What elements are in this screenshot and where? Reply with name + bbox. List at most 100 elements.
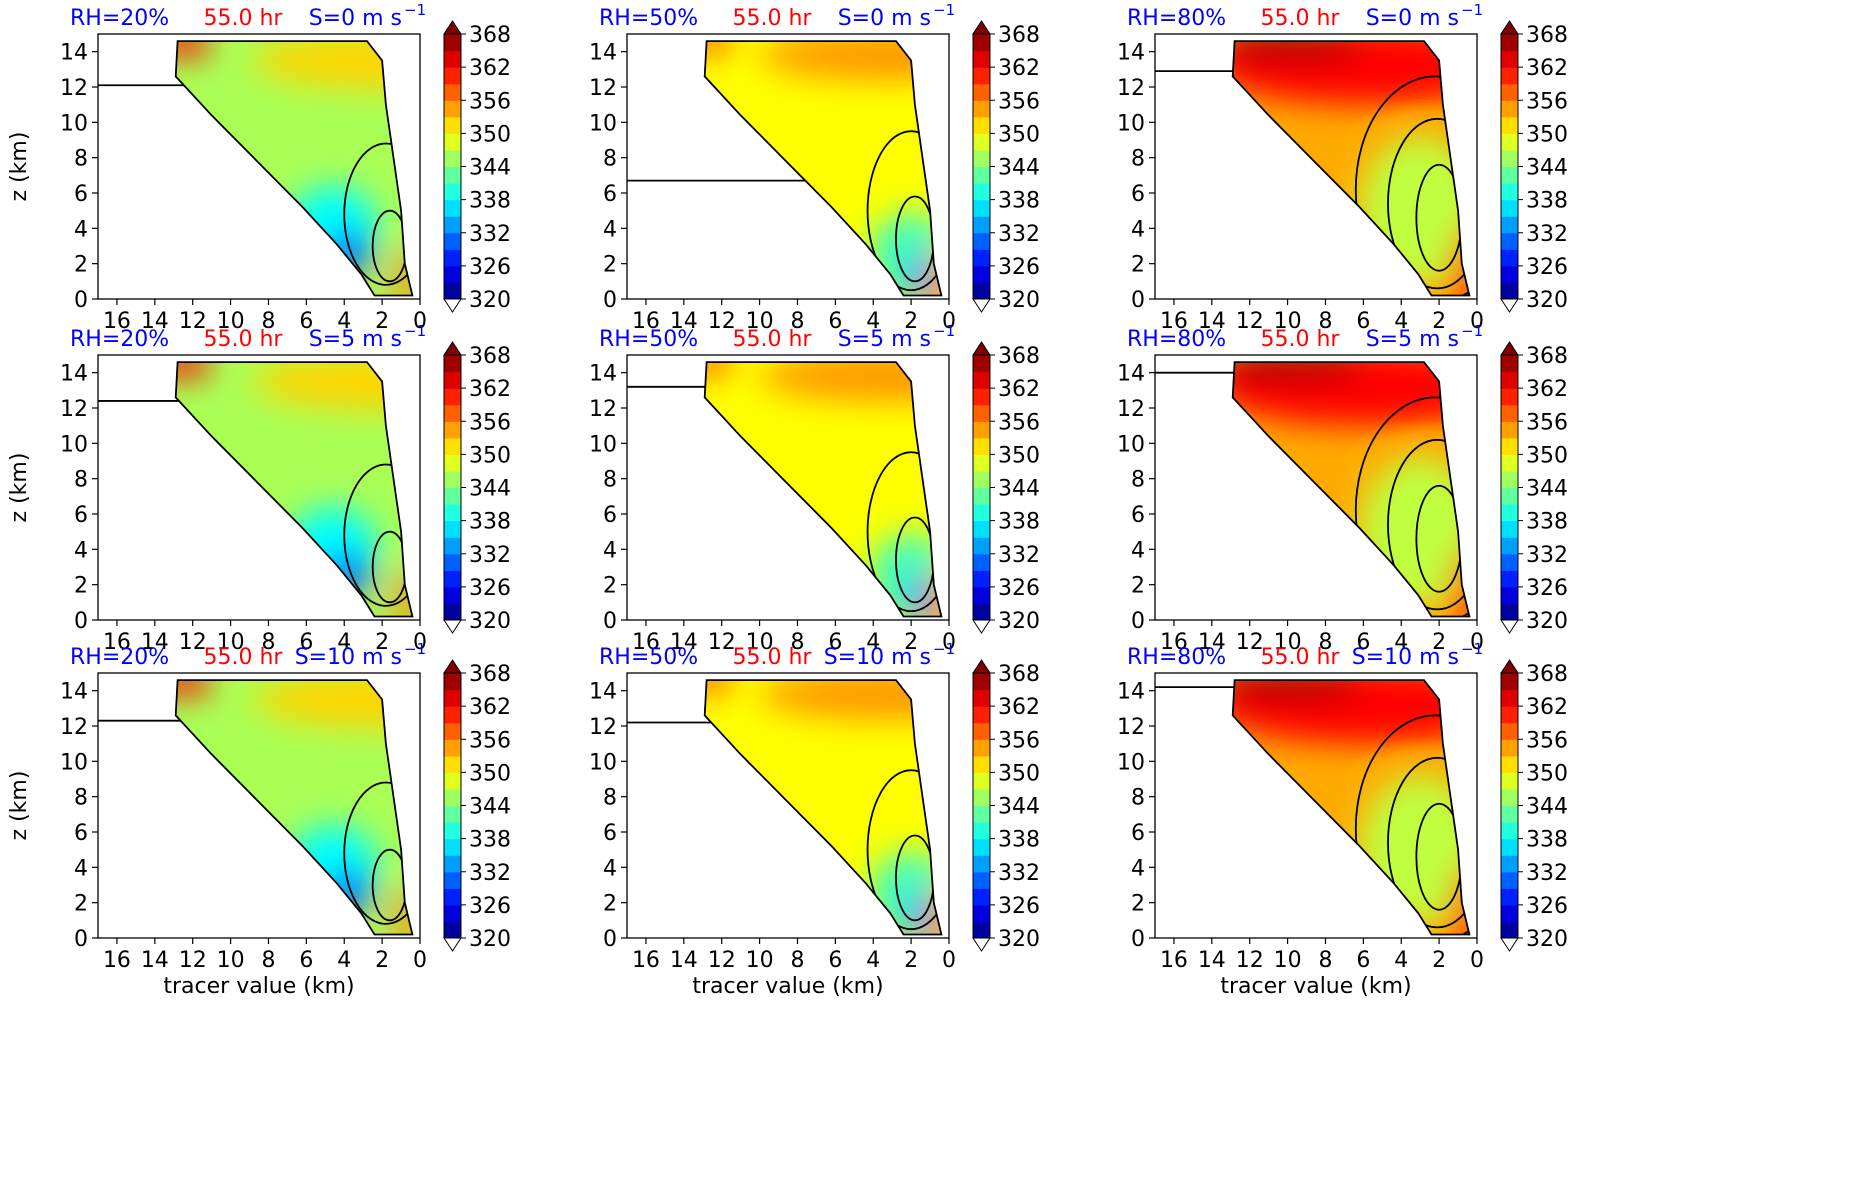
colorbar-segment — [444, 470, 461, 489]
rh-label: RH=80% — [1127, 327, 1226, 352]
x-tick-label: 16 — [103, 630, 131, 655]
y-tick-label: 12 — [1117, 76, 1145, 101]
colorbar-segment — [973, 421, 990, 439]
colorbar-max-arrow — [1500, 20, 1519, 35]
field-region-2 — [1232, 362, 1364, 382]
time-label: 55.0 hr — [733, 327, 813, 352]
colorbar-segment — [444, 249, 461, 267]
y-tick-label: 12 — [589, 397, 617, 422]
x-tick-label: 16 — [103, 948, 131, 973]
colorbar-min-arrow — [443, 619, 462, 634]
colorbar-segment — [1501, 805, 1518, 823]
x-tick-label: 14 — [141, 948, 169, 973]
colorbar-tick-label: 362 — [1526, 56, 1568, 81]
y-tick-label: 10 — [589, 750, 617, 775]
colorbar-tick-label: 356 — [469, 89, 511, 114]
shear-exponent: −1 — [404, 1, 426, 19]
colorbar-segment — [444, 166, 461, 184]
shear-label: S=0 m s — [1366, 6, 1459, 31]
colorbar-segment — [444, 149, 461, 168]
field-region-2 — [704, 680, 734, 691]
updraft-contour-1 — [1354, 396, 1470, 617]
colorbar-tick-label: 368 — [998, 344, 1040, 369]
x-tick-label: 12 — [179, 630, 207, 655]
shear-exponent: −1 — [404, 640, 426, 658]
y-tick-label: 12 — [589, 76, 617, 101]
y-tick-label: 10 — [1117, 432, 1145, 457]
y-tick-label: 14 — [589, 41, 617, 66]
x-tick-label: 16 — [1160, 948, 1188, 973]
colorbar-segment — [1501, 355, 1518, 373]
x-tick-label: 2 — [375, 630, 389, 655]
colorbar-tick-label: 332 — [998, 861, 1040, 886]
colorbar-segment — [1501, 34, 1518, 52]
colorbar-tick-label: 338 — [998, 189, 1040, 214]
x-tick-label: 10 — [746, 630, 774, 655]
colorbar: 368 362 356 350 344 338 332 326 320 — [972, 20, 1040, 313]
updraft-contour-1 — [866, 451, 942, 613]
x-tick-label: 8 — [1318, 309, 1332, 334]
colorbar: 368 362 356 350 344 338 332 326 320 — [1500, 20, 1568, 313]
x-tick-label: 2 — [375, 309, 389, 334]
colorbar-segment — [444, 100, 461, 118]
x-tick-label: 6 — [299, 309, 313, 334]
colorbar-segment — [444, 855, 461, 873]
colorbar-tick-label: 350 — [998, 761, 1040, 786]
field-region-2 — [175, 680, 212, 696]
colorbar-tick-label: 332 — [1526, 222, 1568, 247]
colorbar-segment — [973, 673, 990, 691]
colorbar-tick-label: 326 — [998, 576, 1040, 601]
x-tick-label: 6 — [299, 948, 313, 973]
colorbar-segment — [444, 822, 461, 840]
colorbar-max-arrow — [443, 20, 462, 35]
axes-frame — [1154, 672, 1478, 939]
y-tick-label: 10 — [60, 750, 88, 775]
rh-label: RH=50% — [599, 645, 698, 670]
colorbar-max-arrow — [443, 659, 462, 674]
colorbar-segment — [1501, 404, 1518, 422]
x-axis-label: tracer value (km) — [163, 974, 354, 999]
x-tick-label: 8 — [790, 948, 804, 973]
colorbar-segment — [973, 100, 990, 118]
colorbar-segment — [973, 454, 990, 472]
field-region-1 — [759, 41, 942, 80]
colorbar-tick-label: 320 — [469, 288, 511, 313]
colorbar-segment — [1501, 921, 1518, 939]
colorbar-tick-label: 356 — [998, 410, 1040, 435]
colorbar-tick-label: 350 — [1526, 761, 1568, 786]
colorbar-tick-label: 320 — [469, 927, 511, 952]
x-tick-label: 14 — [670, 948, 698, 973]
colorbar-tick-label: 326 — [1526, 255, 1568, 280]
y-tick-label: 10 — [589, 111, 617, 136]
time-label: 55.0 hr — [204, 327, 284, 352]
colorbar-segment — [973, 537, 990, 555]
y-tick-label: 10 — [1117, 111, 1145, 136]
y-tick-label: 12 — [60, 397, 88, 422]
colorbar-tick-label: 344 — [1526, 795, 1568, 820]
x-tick-label: 0 — [413, 309, 427, 334]
y-tick-label: 2 — [74, 892, 88, 917]
x-tick-label: 12 — [708, 948, 736, 973]
plume-outline — [1231, 40, 1471, 297]
y-tick-label: 2 — [603, 892, 617, 917]
colorbar-segment — [444, 183, 461, 201]
y-tick-label: 12 — [60, 715, 88, 740]
y-tick-label: 10 — [589, 432, 617, 457]
colorbar-min-arrow — [1500, 619, 1519, 634]
time-label: 55.0 hr — [733, 645, 813, 670]
colorbar-segment — [444, 755, 461, 773]
colorbar-segment — [973, 603, 990, 621]
x-tick-label: 10 — [217, 309, 245, 334]
x-tick-label: 12 — [708, 309, 736, 334]
colorbar-tick-label: 320 — [998, 927, 1040, 952]
colorbar-tick-label: 338 — [469, 828, 511, 853]
x-tick-label: 10 — [1274, 309, 1302, 334]
x-tick-label: 0 — [1470, 948, 1484, 973]
colorbar-segment — [444, 116, 461, 134]
colorbar-tick-label: 320 — [998, 609, 1040, 634]
colorbar-tick-label: 332 — [998, 222, 1040, 247]
colorbar-tick-label: 350 — [1526, 122, 1568, 147]
colorbar-segment — [973, 586, 990, 605]
